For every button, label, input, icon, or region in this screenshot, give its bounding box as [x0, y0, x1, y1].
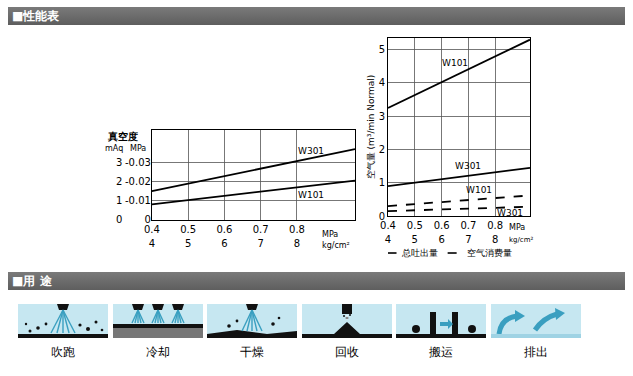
svg-text:3: 3 [116, 157, 122, 168]
svg-text:0.7: 0.7 [460, 220, 476, 231]
svg-text:4: 4 [379, 77, 385, 88]
html-text:■用 途: ■用 途 [12, 274, 52, 288]
svg-text:4: 4 [149, 238, 155, 249]
svg-text:MPa: MPa [322, 230, 338, 239]
svg-text:真空度: 真空度 [107, 131, 138, 142]
svg-text:0.8: 0.8 [289, 224, 305, 235]
svg-text:0.6: 0.6 [434, 220, 450, 231]
svg-text:W101: W101 [466, 185, 492, 195]
svg-text:8: 8 [492, 234, 498, 245]
svg-text:总吐出量: 总吐出量 [401, 248, 438, 258]
svg-text:0.5: 0.5 [407, 220, 423, 231]
svg-text:0.8: 0.8 [487, 220, 503, 231]
svg-text:kg/cm²: kg/cm² [322, 241, 350, 250]
svg-text:6: 6 [438, 234, 444, 245]
svg-text:W301: W301 [298, 146, 324, 156]
html-text:冷却: 冷却 [145, 345, 170, 359]
svg-text:0.5: 0.5 [180, 224, 196, 235]
svg-text:-0.02: -0.02 [125, 176, 151, 187]
html-text:■性能表: ■性能表 [12, 9, 60, 23]
svg-text:1: 1 [116, 195, 122, 206]
svg-text:8: 8 [294, 238, 300, 249]
svg-text:2: 2 [116, 176, 122, 187]
svg-text:6: 6 [221, 238, 227, 249]
svg-text:kg/cm²: kg/cm² [509, 236, 534, 244]
svg-text:2: 2 [379, 144, 385, 155]
svg-text:mAq: mAq [105, 144, 123, 153]
svg-text:W301: W301 [497, 208, 523, 218]
svg-text:7: 7 [258, 238, 264, 249]
svg-text:5: 5 [412, 234, 418, 245]
svg-text:0: 0 [116, 214, 122, 225]
html-text:干燥: 干燥 [240, 345, 264, 359]
svg-text:-0.01: -0.01 [125, 195, 151, 206]
html-text:回收: 回收 [334, 345, 359, 359]
svg-text:3: 3 [379, 111, 385, 122]
svg-text:0: 0 [379, 211, 385, 222]
svg-text:空气消费量: 空气消费量 [467, 248, 512, 258]
html-text:排出: 排出 [523, 345, 548, 359]
html-text:吹跑: 吹跑 [51, 345, 75, 359]
svg-text:W101: W101 [442, 58, 468, 68]
svg-text:7: 7 [465, 234, 471, 245]
svg-text:-0.03: -0.03 [125, 157, 151, 168]
svg-text:空气量 (m³/min Normal): 空气量 (m³/min Normal) [366, 75, 376, 180]
svg-text:0.4: 0.4 [380, 220, 396, 231]
svg-text:1: 1 [379, 177, 385, 188]
svg-text:W101: W101 [298, 190, 324, 200]
svg-text:4: 4 [385, 234, 391, 245]
svg-text:0.6: 0.6 [216, 224, 232, 235]
html-text:搬运: 搬运 [429, 345, 453, 359]
svg-text:0.7: 0.7 [253, 224, 269, 235]
svg-text:W301: W301 [455, 161, 481, 171]
svg-text:0.4: 0.4 [144, 224, 160, 235]
svg-text:MPa: MPa [130, 144, 146, 153]
svg-text:MPa: MPa [509, 223, 525, 232]
svg-text:0: 0 [145, 214, 151, 225]
svg-text:5: 5 [379, 44, 385, 55]
svg-text:5: 5 [185, 238, 191, 249]
